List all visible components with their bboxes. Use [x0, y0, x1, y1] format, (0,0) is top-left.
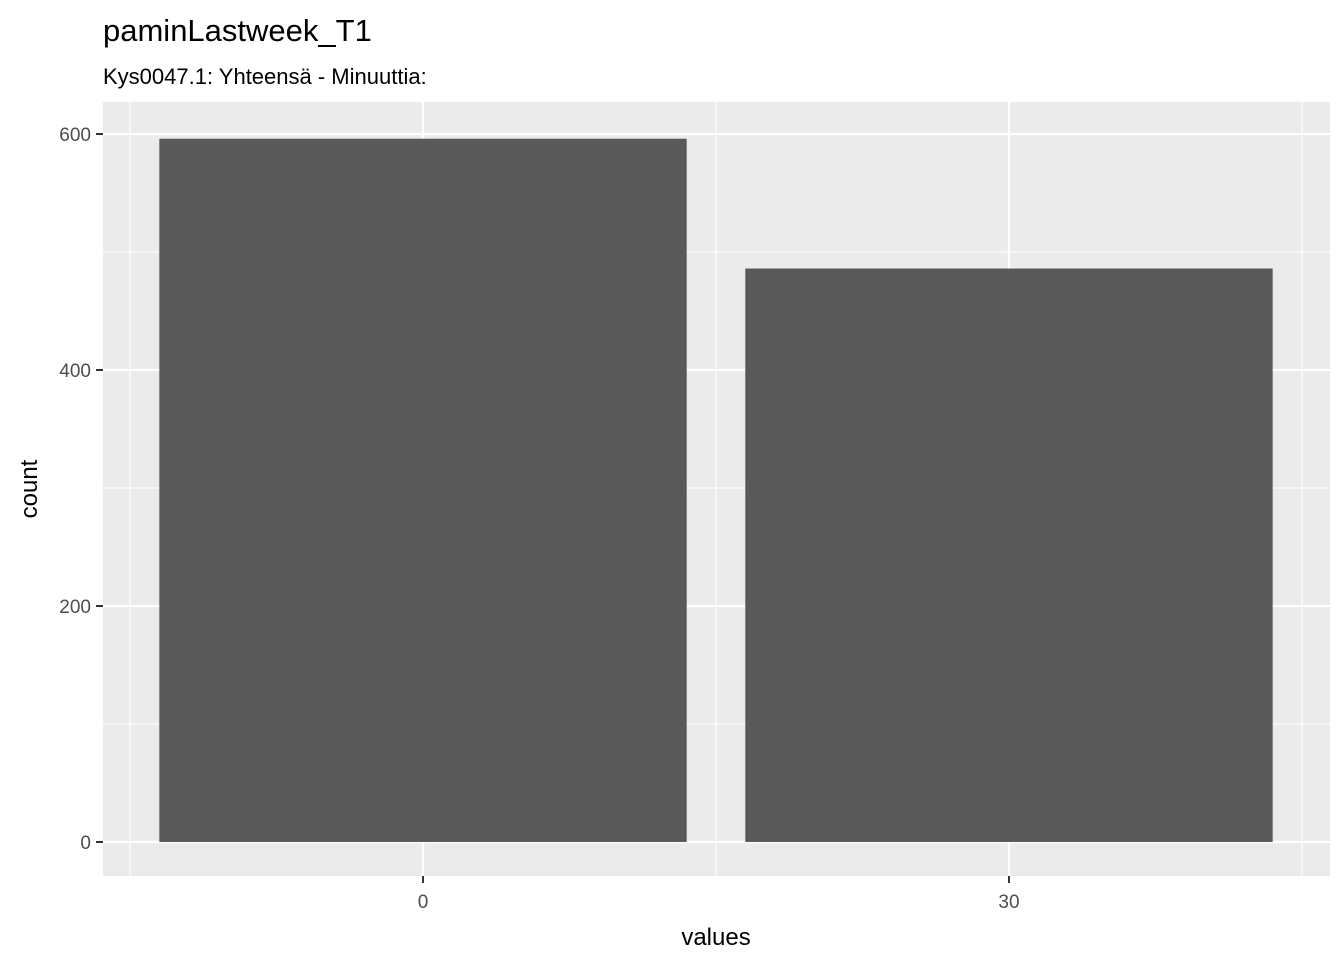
bar-0 — [159, 138, 687, 843]
x-tick-label: 0 — [418, 892, 429, 913]
x-axis: 0 30 — [418, 876, 1020, 913]
x-tick-label: 30 — [998, 892, 1019, 913]
y-axis-title: count — [16, 459, 43, 518]
y-tick-label: 200 — [59, 597, 91, 618]
y-tick-label: 0 — [80, 833, 91, 854]
y-tick-label: 600 — [59, 125, 91, 146]
bars — [159, 138, 1273, 843]
bar-30 — [745, 268, 1273, 842]
chart-subtitle: Kys0047.1: Yhteensä - Minuuttia: — [103, 64, 427, 89]
y-axis: 0 200 400 600 — [59, 125, 103, 854]
x-axis-title: values — [681, 924, 750, 951]
chart-title: paminLastweek_T1 — [103, 13, 372, 48]
y-tick-label: 400 — [59, 361, 91, 382]
